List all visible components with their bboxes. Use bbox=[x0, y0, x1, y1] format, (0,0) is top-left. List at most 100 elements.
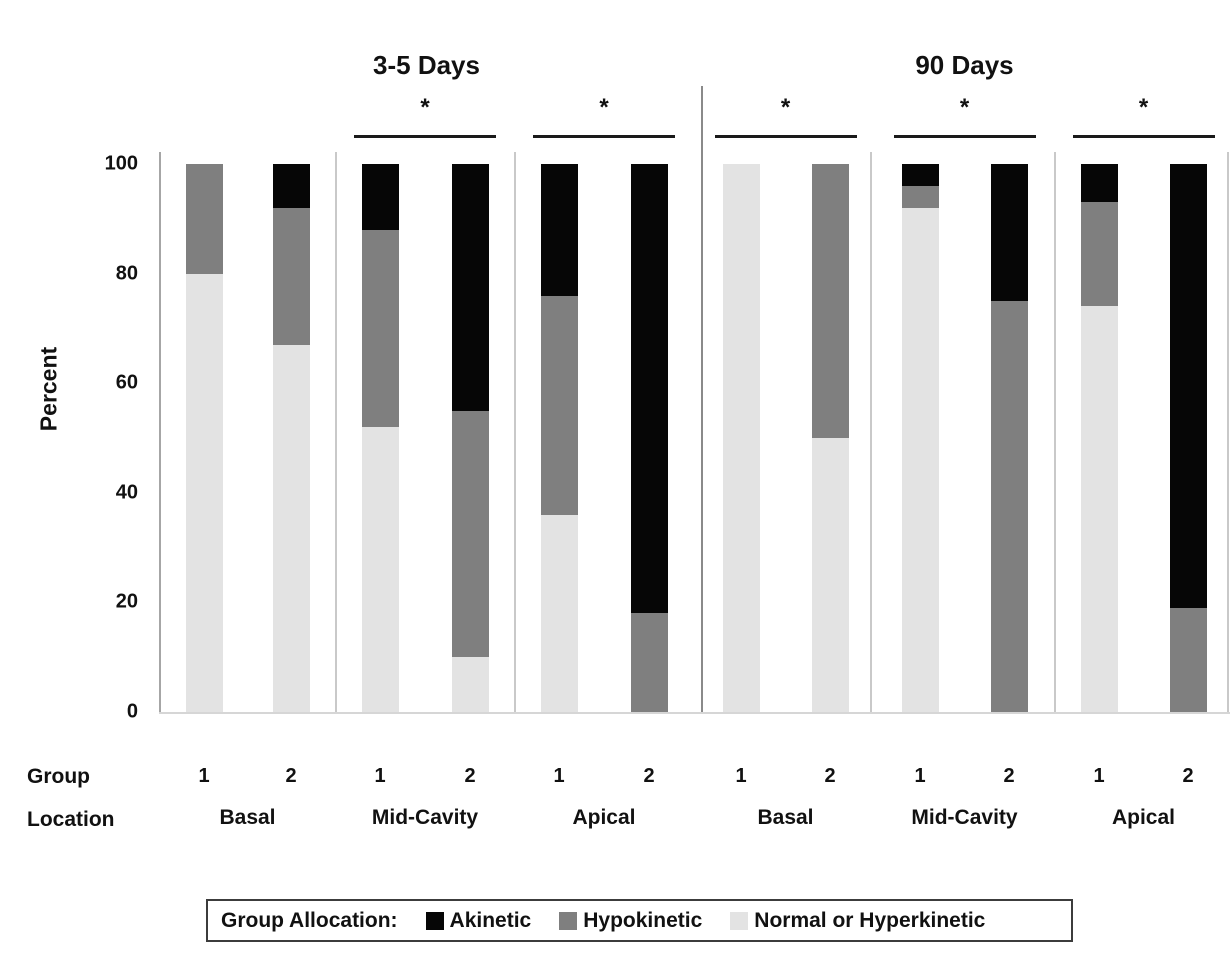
stacked-bar bbox=[451, 164, 489, 712]
significance-asterisk: * bbox=[1138, 94, 1149, 121]
group-row-header: Group bbox=[27, 765, 90, 788]
group-number-label: 2 bbox=[824, 765, 836, 787]
significance-line bbox=[354, 135, 496, 138]
bar-segment-normal bbox=[540, 514, 578, 712]
bar-segment-akinetic bbox=[1080, 164, 1118, 203]
hypokinetic-swatch-icon bbox=[559, 911, 578, 930]
bar-segment-hypokinetic bbox=[901, 185, 939, 208]
group-number-label: 1 bbox=[735, 765, 747, 787]
legend-item-hypokinetic: Hypokinetic bbox=[559, 909, 702, 933]
group-number-label: 2 bbox=[285, 765, 297, 787]
group-number-label: 2 bbox=[1182, 765, 1194, 787]
bar-segment-hypokinetic bbox=[540, 295, 578, 515]
bar-segment-akinetic bbox=[540, 164, 578, 296]
significance-line bbox=[533, 135, 675, 138]
group-separator bbox=[1054, 152, 1056, 712]
stacked-bar bbox=[272, 164, 310, 712]
stacked-bar bbox=[630, 164, 668, 712]
group-number-label: 1 bbox=[198, 765, 210, 787]
y-tick-label: 0 bbox=[126, 700, 138, 723]
bar-segment-hypokinetic bbox=[811, 164, 849, 438]
significance-line bbox=[1072, 135, 1215, 138]
bar-segment-normal bbox=[272, 344, 310, 712]
bar-segment-hypokinetic bbox=[361, 229, 399, 428]
panel-title: 90 Days bbox=[915, 50, 1014, 80]
bar-segment-normal bbox=[451, 657, 489, 712]
stacked-bar bbox=[811, 164, 849, 712]
normal-swatch-icon bbox=[730, 911, 749, 930]
bar-segment-akinetic bbox=[990, 164, 1028, 301]
bar-segment-normal bbox=[185, 273, 223, 712]
legend-item-akinetic: Akinetic bbox=[425, 908, 532, 933]
group-separator bbox=[870, 152, 872, 712]
bar-segment-normal bbox=[361, 427, 399, 712]
stacked-bar bbox=[901, 164, 939, 712]
y-tick-label: 40 bbox=[115, 481, 138, 504]
significance-asterisk: * bbox=[780, 94, 791, 121]
bar-segment-hypokinetic bbox=[272, 207, 310, 345]
location-label: Basal bbox=[219, 806, 276, 829]
significance-line bbox=[893, 135, 1036, 138]
bar-segment-hypokinetic bbox=[185, 164, 223, 274]
bar-segment-hypokinetic bbox=[1080, 202, 1118, 307]
bar-segment-akinetic bbox=[901, 164, 939, 186]
bar-segment-hypokinetic bbox=[630, 613, 668, 712]
group-separator bbox=[335, 152, 337, 712]
bar-segment-akinetic bbox=[630, 164, 668, 614]
location-label: Mid-Cavity bbox=[911, 806, 1018, 829]
bar-segment-akinetic bbox=[272, 164, 310, 208]
group-number-label: 1 bbox=[1093, 765, 1105, 787]
group-separator bbox=[514, 152, 516, 712]
stacked-bar bbox=[990, 164, 1028, 712]
location-label: Apical bbox=[1111, 806, 1176, 829]
legend-item-label: Normal or Hyperkinetic bbox=[754, 908, 986, 932]
y-tick-label: 80 bbox=[115, 262, 138, 285]
significance-asterisk: * bbox=[420, 94, 430, 121]
group-number-label: 2 bbox=[643, 765, 655, 787]
bar-segment-akinetic bbox=[451, 164, 489, 411]
y-tick-label: 20 bbox=[115, 590, 138, 613]
stacked-bar bbox=[722, 164, 760, 712]
panel-title: 3-5 Days bbox=[373, 50, 480, 80]
group-number-label: 2 bbox=[1003, 765, 1015, 787]
bar-segment-akinetic bbox=[1169, 164, 1207, 608]
y-tick-label: 100 bbox=[104, 152, 138, 175]
location-label: Mid-Cavity bbox=[371, 806, 479, 829]
bar-segment-normal bbox=[901, 207, 939, 712]
x-axis-baseline bbox=[159, 712, 1230, 714]
stacked-bar bbox=[185, 164, 223, 712]
bar-segment-hypokinetic bbox=[1169, 607, 1207, 712]
significance-asterisk: * bbox=[959, 94, 970, 121]
stacked-bar bbox=[1169, 164, 1207, 712]
significance-line bbox=[714, 135, 857, 138]
akinetic-swatch-icon bbox=[425, 911, 444, 930]
panel-divider bbox=[701, 86, 703, 712]
group-number-label: 1 bbox=[914, 765, 926, 787]
legend-title: Group Allocation: bbox=[221, 908, 398, 932]
legend-item-label: Akinetic bbox=[449, 908, 532, 932]
bar-segment-normal bbox=[722, 164, 760, 712]
stacked-bar bbox=[540, 164, 578, 712]
y-axis-line bbox=[159, 152, 161, 712]
location-row-header: Location bbox=[27, 808, 115, 831]
legend-item-label: Hypokinetic bbox=[583, 908, 703, 932]
stacked-bar bbox=[1080, 164, 1118, 712]
significance-asterisk: * bbox=[599, 94, 609, 121]
bar-segment-normal bbox=[811, 438, 849, 712]
bar-segment-hypokinetic bbox=[451, 410, 489, 658]
stacked-bar bbox=[361, 164, 399, 712]
legend-item-normal: Normal or Hyperkinetic bbox=[730, 909, 985, 933]
y-tick-label: 60 bbox=[115, 371, 138, 394]
bar-segment-normal bbox=[1080, 306, 1118, 712]
bar-segment-akinetic bbox=[361, 164, 399, 230]
location-label: Apical bbox=[572, 806, 636, 829]
group-number-label: 1 bbox=[374, 765, 386, 787]
group-number-label: 2 bbox=[464, 765, 476, 787]
group-number-label: 1 bbox=[553, 765, 565, 787]
bar-segment-hypokinetic bbox=[990, 301, 1028, 712]
legend: Group Allocation: Akinetic Hypokinetic Nor… bbox=[206, 899, 1073, 942]
group-separator bbox=[1227, 152, 1229, 712]
location-label: Basal bbox=[757, 806, 814, 829]
